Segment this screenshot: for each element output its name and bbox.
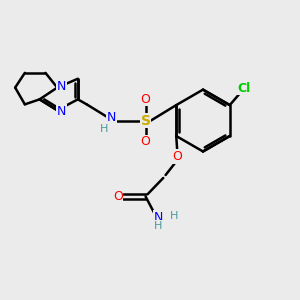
Text: Cl: Cl <box>238 82 251 95</box>
Text: N: N <box>107 111 116 124</box>
Text: O: O <box>172 150 182 163</box>
Text: N: N <box>154 211 163 224</box>
Text: O: O <box>141 135 151 148</box>
Text: O: O <box>113 190 123 203</box>
Text: H: H <box>170 211 178 221</box>
Text: O: O <box>141 93 151 106</box>
Text: S: S <box>141 114 151 128</box>
Text: -: - <box>169 211 173 224</box>
Text: H: H <box>154 221 162 231</box>
Text: H: H <box>100 124 109 134</box>
Text: N: N <box>57 80 66 93</box>
Text: N: N <box>57 105 66 118</box>
